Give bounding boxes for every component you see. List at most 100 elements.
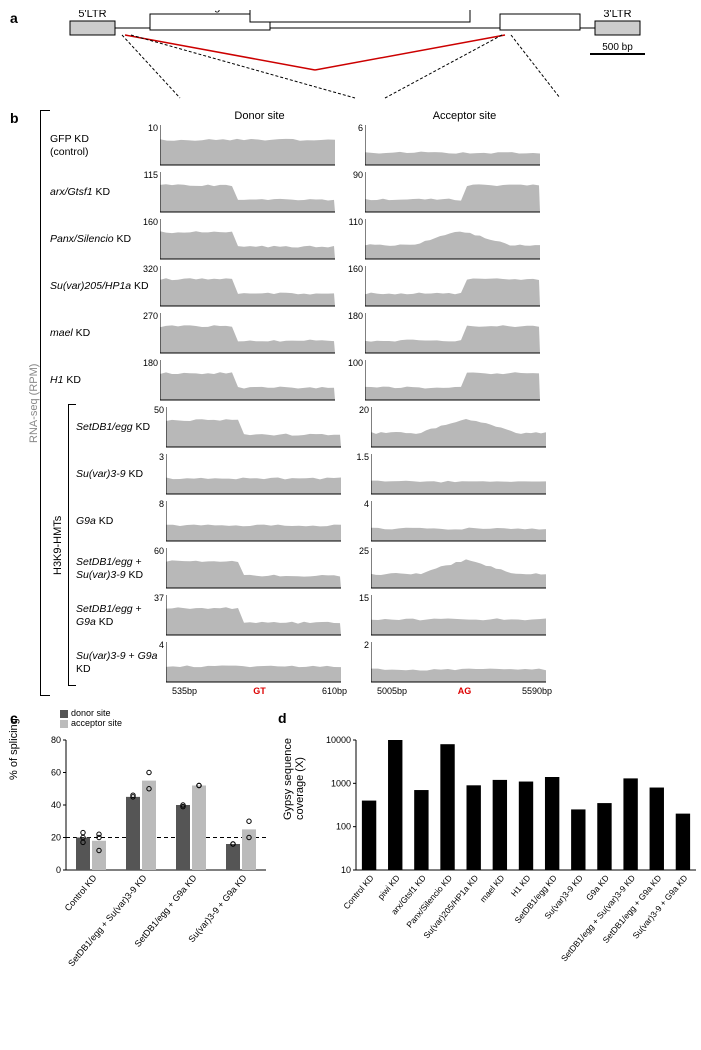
svg-text:60: 60 bbox=[51, 768, 61, 778]
track-label: Panx/Silencio KD bbox=[50, 233, 160, 245]
ymax: 100 bbox=[343, 358, 363, 368]
acceptor-title: Acceptor site bbox=[377, 110, 552, 122]
track-label: arx/Gtsf1 KD bbox=[50, 186, 160, 198]
ymax: 110 bbox=[343, 217, 363, 227]
ymax: 10 bbox=[138, 123, 158, 133]
acceptor-track: 20 bbox=[371, 407, 546, 449]
svg-text:40: 40 bbox=[51, 800, 61, 810]
panel-a-label: a bbox=[10, 10, 18, 26]
svg-text:H1 KD: H1 KD bbox=[509, 873, 533, 899]
legend-c: donor site acceptor site bbox=[60, 708, 122, 728]
ymax: 20 bbox=[349, 405, 369, 415]
donor-track: 320 bbox=[160, 266, 335, 308]
acceptor-track: 1.5 bbox=[371, 454, 546, 496]
svg-text:1000: 1000 bbox=[331, 778, 351, 788]
donor-track: 10 bbox=[160, 125, 335, 167]
svg-text:mael KD: mael KD bbox=[478, 873, 507, 904]
svg-text:80: 80 bbox=[51, 735, 61, 745]
ymax: 4 bbox=[144, 640, 164, 650]
acceptor-track: 110 bbox=[365, 219, 540, 261]
acceptor-track: 2 bbox=[371, 642, 546, 684]
hmts-group: H3K9-HMTsSetDB1/egg KD5020Su(var)3-9 KD3… bbox=[50, 404, 691, 686]
ymax: 50 bbox=[144, 405, 164, 415]
track-label: GFP KD(control) bbox=[50, 133, 160, 157]
panel-b-label: b bbox=[10, 110, 24, 696]
legend-acceptor: acceptor site bbox=[71, 718, 122, 728]
ymax: 180 bbox=[343, 311, 363, 321]
ymax: 160 bbox=[138, 217, 158, 227]
svg-text:piwi KD: piwi KD bbox=[376, 873, 402, 901]
svg-text:Su(var)3-9 + G9a KD: Su(var)3-9 + G9a KD bbox=[186, 872, 248, 944]
track-row: Su(var)3-9 KD3 1.5 bbox=[76, 451, 691, 498]
track-row: H1 KD 180 100 bbox=[50, 357, 691, 404]
donor-track: 3 bbox=[166, 454, 341, 496]
track-label: Su(var)205/HP1a KD bbox=[50, 280, 160, 292]
panel-cd: c donor site acceptor site % of splicing… bbox=[10, 710, 691, 880]
panel-b: RNA-seq (RPM) Donor site Acceptor site G… bbox=[24, 110, 691, 696]
panel-c: c donor site acceptor site % of splicing… bbox=[10, 710, 268, 880]
svg-text:Env: Env bbox=[531, 10, 550, 13]
ymax: 160 bbox=[343, 264, 363, 274]
ymax: 8 bbox=[144, 499, 164, 509]
x-ticks: 535bpGT610bp5005bpAG5590bp bbox=[172, 686, 691, 696]
chart-d-svg: 10100100010000Control KDpiwi KDarx/Gtsf1… bbox=[326, 730, 701, 1000]
hmts-bracket bbox=[68, 404, 76, 686]
donor-track: 270 bbox=[160, 313, 335, 355]
track-row: Su(var)205/HP1a KD320160 bbox=[50, 263, 691, 310]
acceptor-track: 160 bbox=[365, 266, 540, 308]
track-label: mael KD bbox=[50, 327, 160, 339]
ylabel-d: Gypsy sequencecoverage (X) bbox=[282, 738, 306, 820]
svg-text:20: 20 bbox=[51, 833, 61, 843]
hmts-label: H3K9-HMTs bbox=[50, 404, 66, 686]
bracket-all bbox=[40, 110, 50, 696]
track-row: GFP KD(control)10 6 bbox=[50, 122, 691, 169]
track-label: Su(var)3-9 KD bbox=[76, 468, 166, 480]
donor-track: 160 bbox=[160, 219, 335, 261]
acceptor-track: 25 bbox=[371, 548, 546, 590]
svg-text:5'LTR: 5'LTR bbox=[78, 10, 106, 20]
acceptor-track: 100 bbox=[365, 360, 540, 402]
track-row: arx/Gtsf1 KD115 90 bbox=[50, 169, 691, 216]
ymax: 15 bbox=[349, 593, 369, 603]
svg-text:Panx/Silencio KD: Panx/Silencio KD bbox=[404, 873, 454, 930]
ymax: 6 bbox=[343, 123, 363, 133]
acceptor-track: 180 bbox=[365, 313, 540, 355]
track-label: SetDB1/egg + G9a KD bbox=[76, 603, 166, 627]
ymax: 60 bbox=[144, 546, 164, 556]
track-label: H1 KD bbox=[50, 374, 160, 386]
svg-text:500 bp: 500 bp bbox=[602, 42, 633, 53]
rnaseq-label: RNA-seq (RPM) bbox=[24, 110, 40, 696]
panel-d: d Gypsy sequencecoverage (X) 10100100010… bbox=[278, 710, 701, 880]
track-label: Su(var)3-9 + G9a KD bbox=[76, 650, 166, 674]
track-row: G9a KD84 bbox=[76, 498, 691, 545]
track-label: SetDB1/egg KD bbox=[76, 421, 166, 433]
col-titles: Donor site Acceptor site bbox=[172, 110, 691, 122]
svg-text:Control KD: Control KD bbox=[341, 873, 375, 911]
ymax: 270 bbox=[138, 311, 158, 321]
ymax: 1.5 bbox=[349, 452, 369, 462]
donor-track: 60 bbox=[166, 548, 341, 590]
track-row: mael KD270180 bbox=[50, 310, 691, 357]
svg-text:10000: 10000 bbox=[326, 735, 351, 745]
acceptor-track: 90 bbox=[365, 172, 540, 214]
track-row: Su(var)3-9 + G9a KD4 2 bbox=[76, 639, 691, 686]
ymax: 180 bbox=[138, 358, 158, 368]
legend-donor: donor site bbox=[71, 708, 111, 718]
gene-map-svg: 5'LTRGagPolEnv3'LTR500 bp bbox=[30, 10, 690, 100]
svg-text:10: 10 bbox=[341, 865, 351, 875]
donor-track: 37 bbox=[166, 595, 341, 637]
donor-track: 8 bbox=[166, 501, 341, 543]
panel-d-label: d bbox=[278, 710, 287, 726]
acceptor-track: 15 bbox=[371, 595, 546, 637]
svg-text:3'LTR: 3'LTR bbox=[603, 10, 631, 20]
acceptor-track: 6 bbox=[365, 125, 540, 167]
donor-track: 115 bbox=[160, 172, 335, 214]
ylabel-c: % of splicing bbox=[8, 718, 20, 780]
ymax: 90 bbox=[343, 170, 363, 180]
donor-title: Donor site bbox=[172, 110, 347, 122]
ymax: 320 bbox=[138, 264, 158, 274]
panel-a: a 5'LTRGagPolEnv3'LTR500 bp bbox=[10, 10, 691, 100]
acceptor-track: 4 bbox=[371, 501, 546, 543]
ymax: 2 bbox=[349, 640, 369, 650]
track-row: SetDB1/egg KD 50 20 bbox=[76, 404, 691, 451]
